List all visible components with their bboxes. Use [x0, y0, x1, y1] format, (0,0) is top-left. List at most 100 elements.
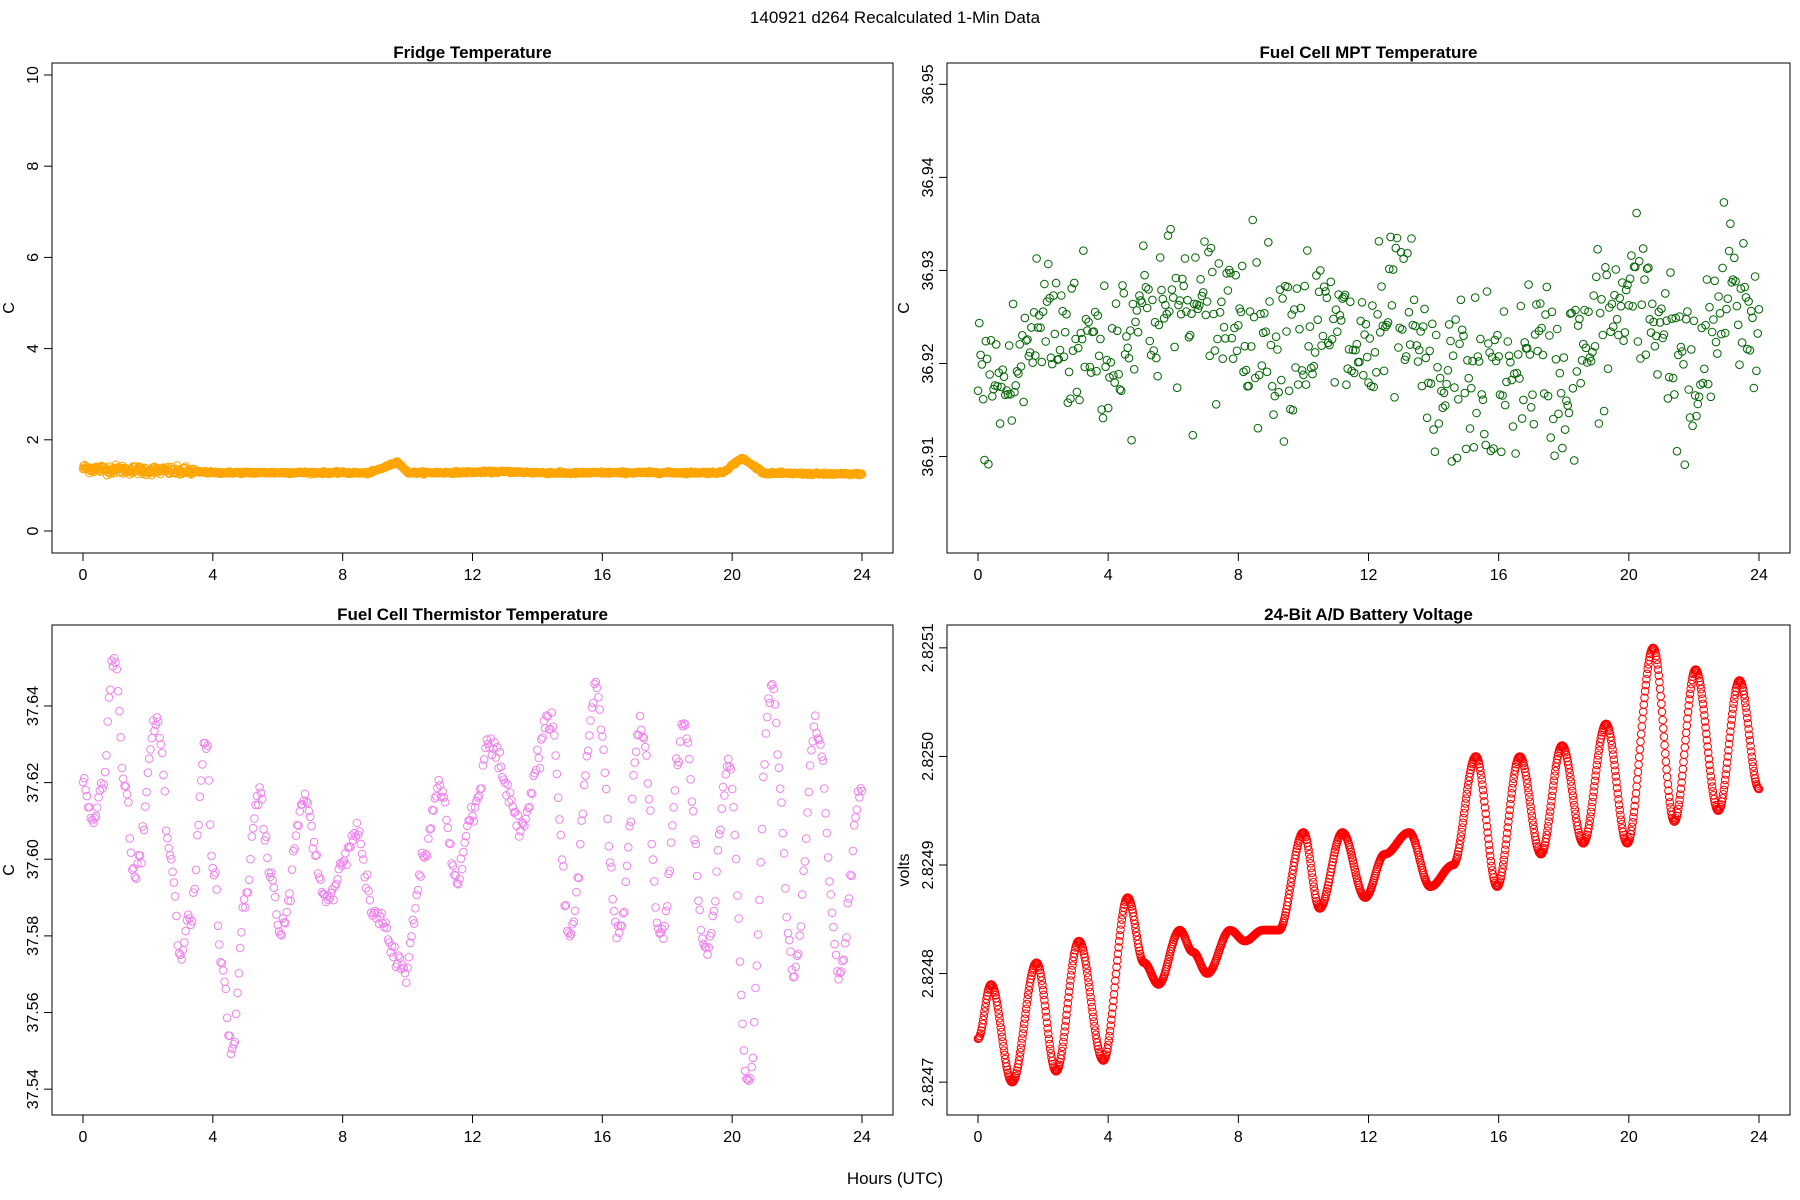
data-point	[1333, 327, 1342, 337]
data-point	[1023, 335, 1032, 344]
data-point	[416, 872, 425, 881]
data-point	[1459, 808, 1469, 818]
data-point	[231, 1009, 241, 1019]
data-point	[1014, 369, 1023, 378]
data-point	[1596, 734, 1606, 743]
data-point	[630, 758, 640, 767]
data-point	[466, 802, 476, 812]
data-point	[781, 884, 790, 893]
data-point	[1179, 281, 1188, 291]
data-point	[778, 828, 788, 838]
data-point	[1025, 348, 1035, 357]
data-point	[1717, 800, 1726, 809]
data-point	[1694, 392, 1704, 402]
data-point	[1130, 919, 1140, 929]
x-tick-label: 20	[1620, 1129, 1638, 1146]
data-point	[1570, 805, 1580, 814]
data-point	[1318, 331, 1328, 341]
data-point	[1688, 421, 1697, 431]
data-point	[1538, 350, 1548, 360]
data-point	[1403, 248, 1412, 258]
data-point	[1720, 328, 1730, 338]
data-point	[1296, 303, 1306, 313]
data-point	[460, 838, 470, 847]
data-point	[247, 832, 257, 841]
data-point	[1705, 302, 1714, 312]
data-point	[156, 740, 166, 749]
data-point	[683, 738, 693, 748]
data-point	[1745, 346, 1755, 355]
data-point	[181, 926, 190, 936]
data-point	[1569, 456, 1579, 465]
data-point	[1092, 366, 1101, 376]
data-point	[834, 975, 843, 984]
y-tick-label: 36.95	[920, 64, 937, 104]
data-point	[412, 890, 422, 900]
data-point	[1543, 826, 1552, 836]
data-point	[1129, 915, 1139, 925]
data-point	[1346, 297, 1355, 307]
data-point	[1683, 707, 1693, 717]
data-point	[1021, 1004, 1031, 1014]
data-point	[1674, 804, 1683, 814]
data-point	[1322, 887, 1332, 896]
data-point	[272, 910, 281, 919]
data-point	[461, 831, 471, 841]
data-point	[1496, 874, 1505, 884]
data-point	[790, 972, 799, 981]
data-point	[1681, 735, 1690, 745]
data-point	[1232, 346, 1242, 356]
x-tick-label: 12	[1360, 567, 1378, 584]
data-point	[617, 921, 627, 931]
data-point	[1727, 715, 1736, 724]
data-point	[1355, 357, 1364, 367]
y-axis-label: C	[1, 864, 18, 876]
data-point	[1002, 1062, 1011, 1071]
data-point	[1565, 768, 1574, 778]
data-point	[1148, 295, 1157, 305]
data-point	[1041, 1007, 1050, 1016]
data-point	[1308, 873, 1317, 882]
data-point	[1633, 767, 1643, 777]
data-point	[759, 772, 768, 782]
data-point	[1684, 385, 1693, 394]
data-point	[152, 713, 162, 722]
data-point	[438, 787, 447, 796]
data-point	[113, 686, 123, 696]
data-point	[764, 694, 773, 703]
data-point	[1662, 772, 1672, 782]
data-point	[690, 835, 699, 845]
data-point	[1519, 395, 1528, 405]
data-point	[1085, 362, 1095, 372]
y-tick-label: 37.60	[25, 839, 42, 879]
data-point	[1433, 363, 1442, 372]
data-point	[1703, 379, 1713, 389]
data-point	[1012, 1066, 1022, 1075]
data-point	[126, 848, 136, 858]
data-point	[1317, 902, 1326, 912]
data-point	[161, 826, 171, 836]
data-point	[1208, 267, 1217, 277]
data-point	[1486, 856, 1496, 866]
data-point	[665, 866, 675, 876]
data-point	[1387, 301, 1397, 310]
y-tick-label: 37.56	[25, 992, 42, 1032]
x-tick-label: 16	[1490, 1129, 1508, 1146]
data-point	[620, 907, 629, 917]
data-point	[1573, 825, 1583, 834]
data-point	[1291, 850, 1300, 860]
plot-frame	[51, 624, 894, 1116]
data-point	[547, 708, 557, 717]
data-point	[1499, 307, 1509, 316]
data-point	[734, 914, 744, 923]
data-point	[1035, 965, 1045, 975]
data-point	[204, 776, 214, 785]
data-point	[1588, 797, 1597, 807]
data-point	[1219, 322, 1229, 332]
data-point	[1116, 925, 1125, 935]
data-point	[1025, 978, 1035, 987]
data-point	[609, 906, 619, 916]
data-point	[215, 940, 224, 949]
data-point	[795, 931, 805, 940]
data-point	[1718, 794, 1727, 803]
